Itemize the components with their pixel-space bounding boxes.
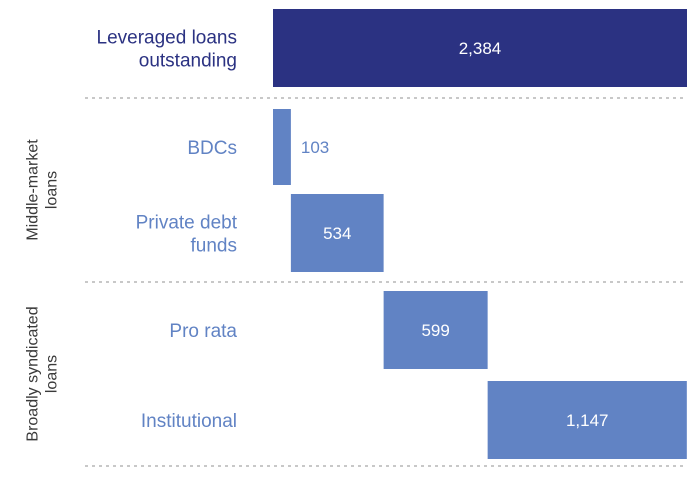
bars: [273, 9, 687, 459]
category-label-leveraged-loans-outstanding: Leveraged loans outstanding: [97, 28, 238, 72]
group-label-broadly-syndicated-loans: Broadly syndicated loans: [25, 306, 61, 441]
category-label-bdcs: BDCs: [187, 138, 237, 159]
value-label-private-debt-funds: 534: [323, 224, 351, 243]
bar-leveraged-loans-outstanding: [273, 9, 687, 87]
category-label-institutional: Institutional: [141, 411, 237, 432]
bar-bdcs: [273, 109, 291, 185]
bar-private-debt-funds: [290, 194, 384, 272]
category-label-private-debt-funds: Private debt funds: [136, 213, 238, 257]
value-label-pro-rata: 599: [421, 321, 449, 340]
category-label-pro-rata: Pro rata: [169, 321, 237, 342]
group-labels: Middle-market loans Broadly syndicated loan…: [25, 139, 61, 442]
value-label-bdcs: 103: [301, 138, 329, 157]
value-label-institutional: 1,147: [566, 411, 609, 430]
value-label-leveraged-loans-outstanding: 2,384: [459, 39, 502, 58]
value-labels: 2,384 103 534 599 1,147: [301, 39, 609, 430]
group-separators: [85, 97, 687, 467]
group-label-middle-market-loans: Middle-market loans: [25, 139, 61, 241]
bar-pro-rata: [383, 291, 488, 369]
bar-institutional: [487, 381, 687, 459]
category-labels: Leveraged loans outstanding BDCs Private de…: [97, 28, 238, 433]
